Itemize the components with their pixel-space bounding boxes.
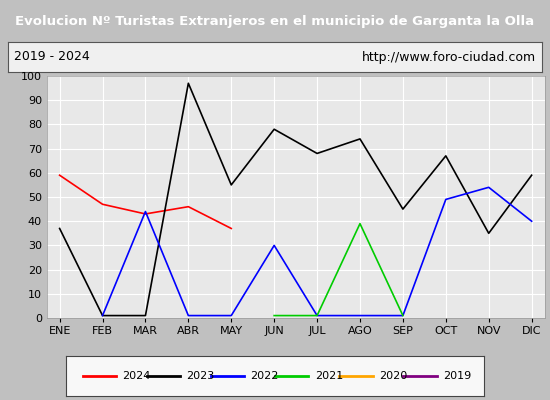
- Text: 2021: 2021: [315, 371, 343, 381]
- Text: 2022: 2022: [251, 371, 279, 381]
- Text: 2019: 2019: [443, 371, 471, 381]
- Text: 2024: 2024: [123, 371, 151, 381]
- Text: Evolucion Nº Turistas Extranjeros en el municipio de Garganta la Olla: Evolucion Nº Turistas Extranjeros en el …: [15, 14, 535, 28]
- Text: 2019 - 2024: 2019 - 2024: [14, 50, 89, 64]
- Text: http://www.foro-ciudad.com: http://www.foro-ciudad.com: [362, 50, 536, 64]
- Text: 2020: 2020: [379, 371, 407, 381]
- Text: 2023: 2023: [186, 371, 214, 381]
